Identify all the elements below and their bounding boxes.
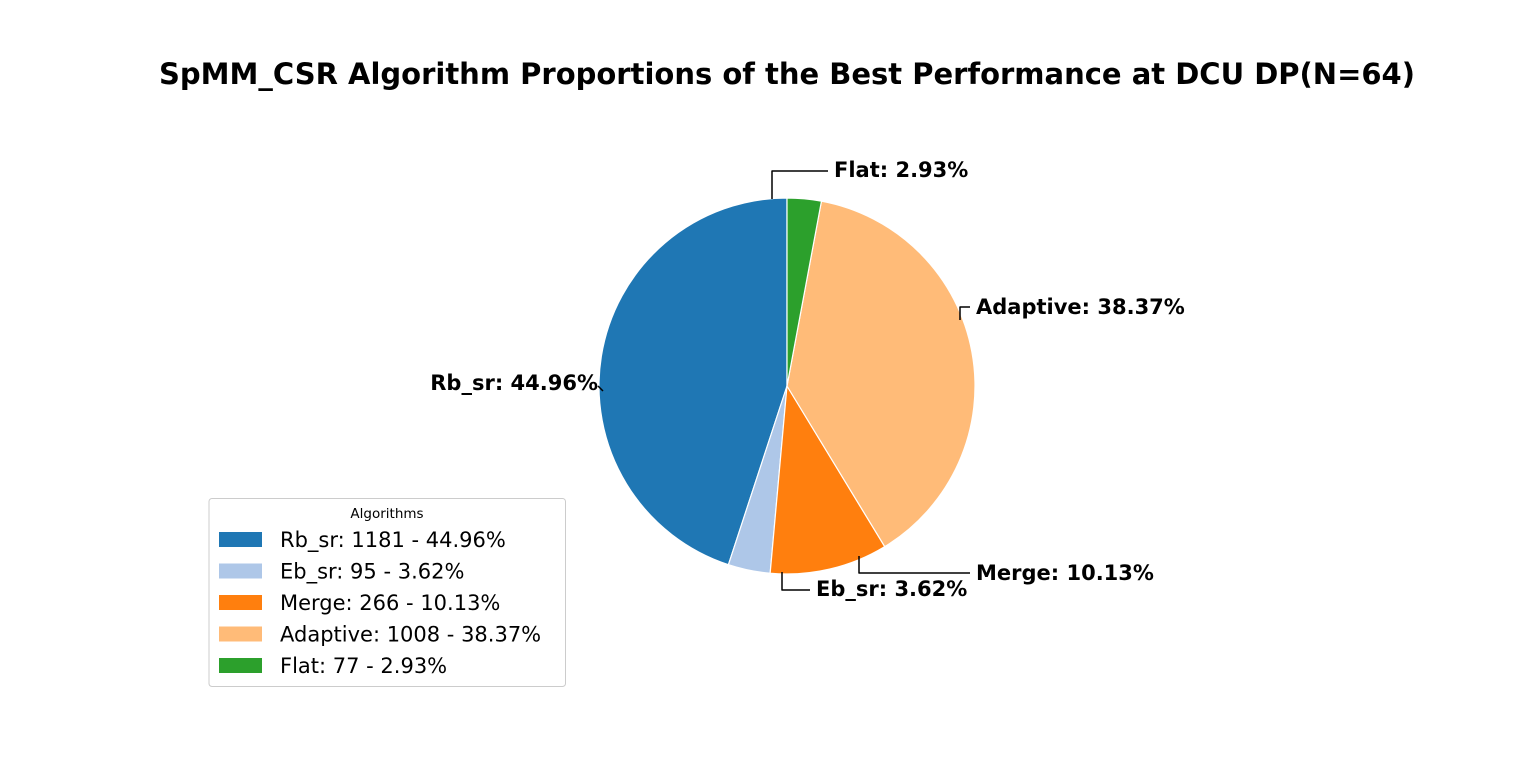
slice-label-merge: Merge: 10.13% bbox=[976, 561, 1154, 585]
legend-swatch-eb-sr bbox=[219, 563, 262, 579]
legend-swatch-adaptive bbox=[219, 626, 262, 642]
callout-line-flat bbox=[771, 170, 828, 199]
legend-items: Rb_sr: 1181 - 44.96% Eb_sr: 95 - 3.62% Mer… bbox=[219, 528, 541, 678]
legend: Algorithms Rb_sr: 1181 - 44.96% Eb_sr: 95… bbox=[208, 498, 566, 687]
legend-label-flat: Flat: 77 - 2.93% bbox=[280, 654, 447, 678]
legend-swatch-merge bbox=[219, 595, 262, 610]
callout-line-eb-sr bbox=[781, 572, 810, 591]
legend-title: Algorithms bbox=[350, 506, 423, 522]
legend-swatch-flat bbox=[219, 658, 262, 673]
pie-slice-merge bbox=[769, 385, 886, 575]
slice-label-adaptive: Adaptive: 38.37% bbox=[976, 295, 1185, 319]
callout-line-adaptive bbox=[959, 306, 970, 320]
callout-line-merge bbox=[858, 556, 970, 574]
legend-label-merge: Merge: 266 - 10.13% bbox=[280, 591, 500, 615]
pie-slices bbox=[598, 197, 976, 575]
slice-label-flat: Flat: 2.93% bbox=[834, 158, 968, 182]
pie-slice-flat bbox=[786, 197, 823, 387]
legend-box bbox=[208, 498, 566, 687]
pie-slice-rb-sr bbox=[598, 197, 788, 566]
slice-labels: Rb_sr: 44.96% Eb_sr: 3.62% Merge: 10.13% Ad… bbox=[430, 158, 1185, 601]
pie-slice-adaptive bbox=[786, 200, 976, 548]
legend-swatch-rb-sr bbox=[219, 532, 262, 547]
callout-line-rb-sr bbox=[597, 385, 604, 392]
chart-title: SpMM_CSR Algorithm Proportions of the Be… bbox=[159, 57, 1415, 91]
legend-label-adaptive: Adaptive: 1008 - 38.37% bbox=[280, 623, 541, 647]
slice-label-eb-sr: Eb_sr: 3.62% bbox=[816, 577, 967, 601]
slice-label-rb-sr: Rb_sr: 44.96% bbox=[430, 371, 598, 395]
legend-label-rb-sr: Rb_sr: 1181 - 44.96% bbox=[280, 528, 506, 553]
legend-label-eb-sr: Eb_sr: 95 - 3.62% bbox=[280, 560, 464, 585]
